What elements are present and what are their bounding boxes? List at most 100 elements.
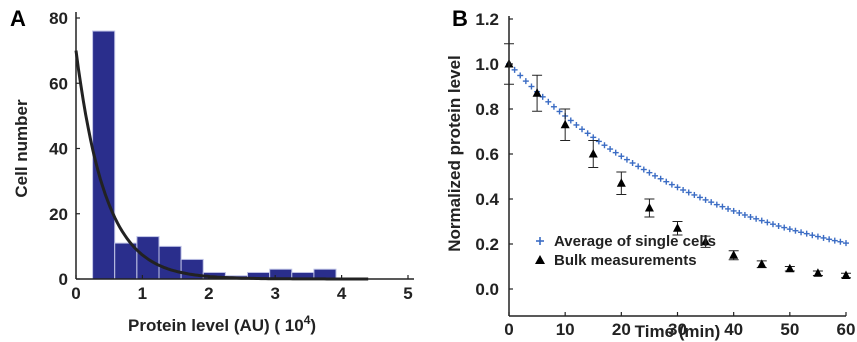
single-cell-average-point (758, 217, 765, 224)
single-cell-average-point (539, 93, 546, 100)
legend-bulk-marker (535, 255, 545, 264)
panel-a-label: A (10, 6, 26, 31)
single-cell-average-point (809, 232, 816, 239)
single-cell-average-point (702, 196, 709, 203)
single-cell-average-point (685, 189, 692, 196)
single-cell-average-point (629, 160, 636, 166)
single-cell-average-point (522, 78, 529, 85)
panel-b-y-tick-label: 0.8 (475, 100, 499, 119)
single-cell-average-point (730, 207, 737, 214)
single-cell-average-point (567, 117, 574, 124)
panel-b-y-tick-label: 0.6 (475, 145, 499, 164)
single-cell-average-point (517, 72, 524, 79)
bulk-measurement-point (644, 203, 654, 212)
single-cell-average-point (803, 230, 810, 237)
panel-b-label: B (452, 6, 468, 31)
panel-a-y-tick-label: 0 (59, 270, 68, 289)
panel-b-x-tick-label: 60 (837, 320, 856, 339)
single-cell-average-point (511, 66, 518, 73)
single-cell-average-point (674, 184, 681, 191)
bulk-measurement-point (560, 119, 570, 129)
panel-b-y-tick-label: 0.4 (475, 190, 499, 209)
panel-a-x-tick-label: 3 (270, 284, 279, 303)
single-cell-average-point (831, 237, 838, 244)
single-cell-average-point (691, 191, 698, 198)
single-cell-average-point (590, 134, 597, 141)
panel-b-x-tick-label: 50 (780, 320, 799, 339)
single-cell-average-point (607, 146, 614, 153)
single-cell-average-point (652, 172, 659, 179)
single-cell-average-point (786, 226, 793, 233)
panel-b-x-axis-label: Time (min) (635, 322, 721, 341)
single-cell-average-point (741, 211, 748, 218)
single-cell-average-point (736, 209, 743, 216)
bulk-measurement-point (785, 263, 795, 273)
single-cell-average-point (792, 227, 799, 234)
bulk-measurement-point (588, 149, 598, 158)
panel-b-x-tick-label: 40 (724, 320, 743, 339)
single-cell-average-point (640, 166, 647, 173)
bulk-measurement-point (532, 88, 542, 97)
panel-a-x-tick-label: 2 (204, 284, 213, 303)
panel-a-y-tick-label: 40 (49, 140, 68, 159)
panel-a-x-tick-label: 4 (337, 284, 347, 303)
panel-b-y-axis-label: Normalized protein level (445, 55, 464, 252)
single-cell-average-point (601, 142, 608, 149)
single-cell-average-point (623, 156, 630, 163)
bulk-measurement-point (757, 259, 767, 268)
histogram-bar (92, 30, 116, 280)
single-cell-average-point (618, 153, 625, 160)
single-cell-average-point (837, 238, 844, 245)
bulk-measurement-point (701, 236, 711, 246)
single-cell-average-point (781, 224, 788, 231)
panel-a-x-axis-label-exponent: 4 (304, 313, 311, 327)
panel-b-x-tick-label: 20 (612, 320, 631, 339)
panel-b-x-tick-label: 10 (556, 320, 575, 339)
single-cell-average-point (798, 229, 805, 236)
bulk-measurement-point (616, 178, 626, 187)
panel-a-y-tick-label: 60 (49, 74, 68, 93)
panel-a-x-tick-label: 0 (71, 284, 80, 303)
single-cell-average-point (775, 223, 782, 229)
panel-b-timecourse: 0 10 20 30 40 50 60 0.0 0.2 0.4 0.6 0.8 1.0 1.2 Norma… (445, 10, 855, 341)
panel-b-x-tick-label: 30 (668, 320, 687, 339)
single-cell-average-point (719, 203, 726, 210)
single-cell-average-point (680, 187, 687, 193)
single-cell-average-point (820, 234, 827, 241)
histogram-bar (158, 245, 182, 280)
single-cell-average-point (747, 214, 754, 220)
panel-a-x-axis-label-close: ) (310, 316, 316, 335)
single-cell-average-point (545, 98, 552, 105)
single-cell-average-point (764, 219, 771, 226)
single-cell-average-point (713, 201, 720, 208)
panel-b-y-tick-label: 0.2 (475, 235, 499, 254)
panel-a-histogram: 0 1 2 3 4 5 0 20 40 60 80 Cell number Protein leve… (12, 9, 414, 335)
panel-b-y-tick-label: 1.0 (475, 55, 499, 74)
single-cell-average-point (826, 236, 833, 243)
single-cell-average-point (573, 121, 580, 128)
single-cell-average-point (635, 163, 642, 170)
single-cell-average-point (663, 178, 670, 185)
legend-single-cells-label: Average of single cells (554, 233, 716, 250)
single-cell-average-point (696, 194, 703, 201)
single-cell-average-point (843, 240, 849, 247)
single-cell-average-point (708, 199, 715, 206)
panel-b-y-tick-label: 1.2 (475, 10, 499, 29)
single-cell-average-point (769, 221, 776, 228)
panel-a-x-axis-label: Protein level (AU) ( 104) (128, 313, 316, 335)
single-cell-average-point (814, 233, 821, 240)
single-cell-average-point (579, 126, 586, 133)
single-cell-average-point (556, 108, 563, 115)
single-cell-average-point (528, 83, 535, 90)
single-cell-average-point (657, 175, 664, 182)
single-cell-average-point (550, 103, 557, 110)
bulk-measurement-point (813, 268, 823, 277)
panel-a-y-axis-label: Cell number (12, 99, 31, 198)
bulk-measurement-point (673, 223, 682, 232)
bulk-measurement-point (729, 250, 739, 259)
legend-single-cells-marker (536, 237, 544, 245)
panel-a-y-tick-label: 20 (49, 205, 68, 224)
panel-a-y-tick-label: 80 (49, 9, 68, 28)
bulk-measurement-point (841, 270, 851, 279)
